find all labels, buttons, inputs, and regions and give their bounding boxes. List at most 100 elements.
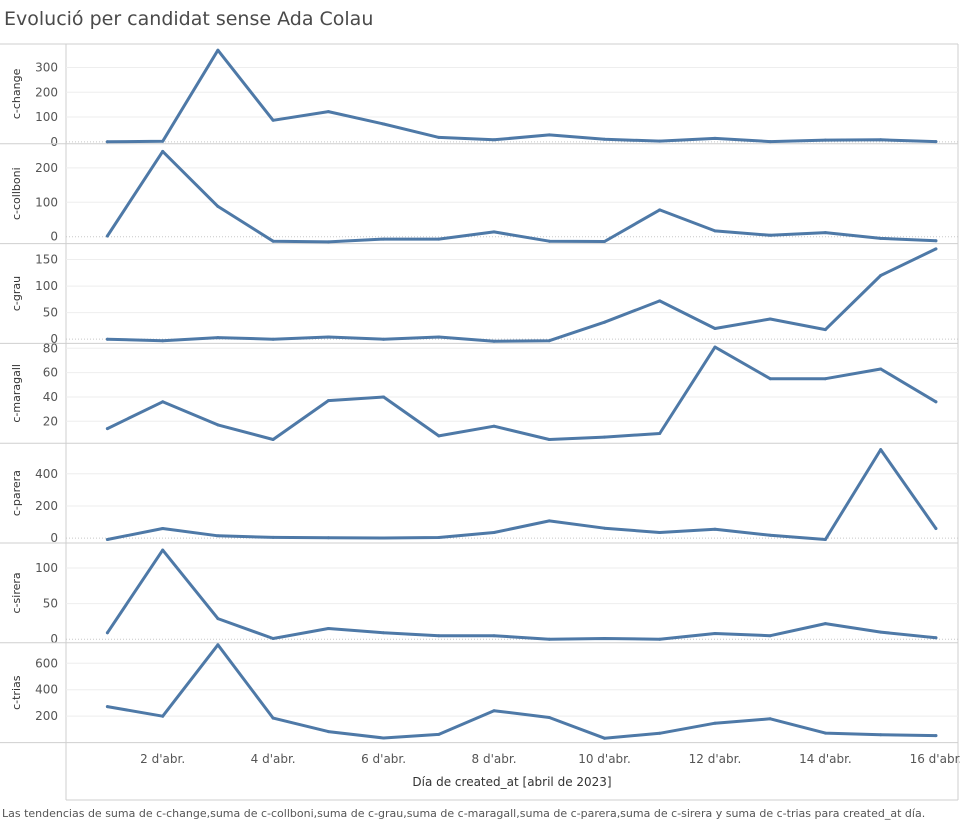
data-point [934,527,938,530]
row-label-c-collboni: c-collboni [10,167,23,220]
data-point [271,438,275,441]
y-tick-label: 100 [35,110,58,124]
data-point [382,122,386,126]
data-point [934,636,938,640]
y-tick-label: 150 [35,253,58,267]
x-tick-label: 14 d'abr. [799,752,852,766]
data-point [934,239,938,243]
data-point [823,328,827,332]
data-point [879,733,883,737]
data-point [216,423,220,427]
data-point [879,138,883,142]
data-point [879,367,883,371]
data-point [105,705,109,709]
data-point [603,240,606,243]
data-point [658,531,662,534]
data-point [161,548,165,552]
data-point [161,714,165,718]
y-tick-label: 100 [35,561,58,575]
data-point [934,140,938,144]
data-point [216,534,220,538]
data-point [326,110,330,114]
data-point [603,736,606,740]
y-tick-label: 200 [35,709,58,723]
x-tick-label: 10 d'abr. [578,752,631,766]
data-point [603,637,606,640]
data-point [326,627,330,630]
data-point [382,631,386,635]
data-point [382,337,386,341]
data-point [658,432,662,435]
y-tick-label: 0 [50,230,58,244]
y-tick-label: 300 [35,61,58,75]
data-point [492,138,496,142]
data-point [105,337,109,341]
series-line-c-maragall [105,345,938,441]
y-tick-label: 0 [50,632,58,646]
y-tick-label: 0 [50,332,58,346]
data-point [216,48,220,52]
data-point [437,237,441,241]
data-point [216,204,220,208]
data-point [492,230,496,234]
data-point [216,643,220,647]
data-point [713,721,717,725]
y-tick-label: 40 [43,390,58,404]
data-point [823,622,827,626]
data-point [823,538,827,541]
data-point [768,634,772,638]
series-line-c-change [105,48,938,144]
data-point [713,345,717,349]
data-point [161,139,165,143]
data-point [713,136,717,140]
row-label-c-parera: c-parera [10,470,23,516]
data-point [823,138,827,142]
row-label-c-sirera: c-sirera [10,572,23,613]
data-point [879,630,883,634]
data-point [326,536,330,540]
chart-caption: Las tendencias de suma de c-change,suma … [2,807,926,820]
data-point [658,208,662,212]
y-tick-label: 400 [35,467,58,481]
data-point [547,716,551,719]
data-point [658,299,662,303]
series-line-c-grau [105,247,938,343]
data-point [161,339,165,343]
data-point [603,137,606,141]
data-point [603,526,606,530]
row-label-c-grau: c-grau [10,276,23,311]
data-point [437,634,441,638]
y-tick-label: 50 [43,597,58,611]
data-point [547,339,551,343]
data-point [879,274,883,277]
data-point [492,531,496,534]
data-point [382,237,386,241]
data-point [271,239,275,243]
data-point [879,448,883,452]
y-tick-label: 0 [50,135,58,149]
data-point [492,634,496,638]
data-point [934,247,938,251]
data-point [823,731,827,735]
x-tick-label: 8 d'abr. [472,752,517,766]
data-point [768,317,772,321]
series-line-c-sirera [105,548,938,641]
data-point [823,377,827,381]
data-point [105,631,109,635]
data-point [105,140,109,144]
data-point [713,632,717,635]
data-point [713,527,717,531]
data-point [658,139,662,143]
data-point [326,730,330,734]
data-point [161,400,165,404]
row-label-c-change: c-change [10,68,23,119]
y-tick-label: 80 [43,341,58,355]
data-point [547,438,551,441]
data-point [326,335,330,339]
data-point [326,399,330,403]
data-point [161,149,165,153]
y-tick-label: 200 [35,161,58,175]
data-point [879,236,883,240]
data-point [934,734,938,738]
